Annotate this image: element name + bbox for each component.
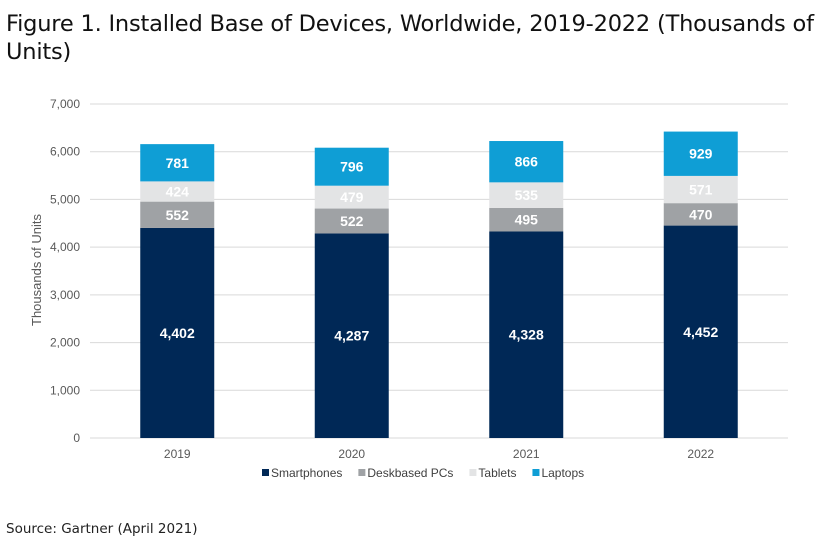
bar-segment <box>489 231 564 438</box>
data-label: 781 <box>166 155 190 171</box>
y-axis-title: Thousands of Units <box>29 214 44 327</box>
legend-swatch <box>469 469 477 476</box>
y-tick-label: 7,000 <box>50 97 80 111</box>
bar-segment <box>140 201 215 228</box>
bar-segment <box>489 182 564 208</box>
y-axis-ticks: 0 1,000 2,000 3,000 4,000 5,000 6,000 7,000 <box>50 97 80 445</box>
bar-segment <box>489 141 564 183</box>
bar-segment <box>314 185 389 209</box>
data-label: 424 <box>166 184 190 200</box>
bar-segment <box>140 144 215 182</box>
data-label: 796 <box>340 159 364 175</box>
bar-segment <box>663 131 738 176</box>
y-tick-label: 5,000 <box>50 192 80 206</box>
legend-label: Laptops <box>541 466 584 480</box>
legend-swatch <box>262 469 269 476</box>
bar-segment <box>314 147 389 186</box>
bar-segment <box>663 225 738 438</box>
data-label: 535 <box>515 187 539 203</box>
data-label: 4,287 <box>334 328 369 344</box>
bar-segment <box>314 233 389 438</box>
bar-segment <box>314 208 389 234</box>
stacked-bar-chart: 0 1,000 2,000 3,000 4,000 5,000 6,000 7,000 Tho… <box>29 97 788 480</box>
data-label: 470 <box>689 206 713 222</box>
y-tick-label: 0 <box>73 431 80 445</box>
x-tick-label: 2021 <box>513 447 540 461</box>
data-label: 571 <box>689 182 713 198</box>
y-tick-label: 6,000 <box>50 145 80 159</box>
bar-segment <box>140 227 215 438</box>
data-label: 866 <box>515 154 539 170</box>
bar-segment <box>140 181 215 202</box>
data-label: 479 <box>340 189 364 205</box>
legend-swatch <box>532 469 540 476</box>
data-label: 495 <box>515 212 539 228</box>
figure-title: Figure 1. Installed Base of Devices, Wor… <box>6 11 814 65</box>
y-tick-label: 3,000 <box>50 288 80 302</box>
data-label: 4,328 <box>509 327 544 343</box>
data-label: 4,402 <box>160 325 195 341</box>
x-axis-ticks: 2019 2020 2021 2022 <box>164 447 715 461</box>
x-tick-label: 2022 <box>687 447 714 461</box>
y-tick-label: 2,000 <box>50 336 80 350</box>
legend-label: Tablets <box>478 466 516 480</box>
y-tick-label: 1,000 <box>50 383 80 397</box>
bars: 4,402 552 424 781 4,287 522 479 796 4,328 495 535 8… <box>140 131 738 438</box>
legend-label: Smartphones <box>271 466 342 480</box>
source-note: Source: Gartner (April 2021) <box>6 521 198 537</box>
data-label: 522 <box>340 213 364 229</box>
data-label: 552 <box>166 207 190 223</box>
x-tick-label: 2019 <box>164 447 191 461</box>
y-tick-label: 4,000 <box>50 240 80 254</box>
data-label: 4,452 <box>683 324 718 340</box>
bar-segment <box>663 175 738 204</box>
data-label: 929 <box>689 146 713 162</box>
legend-label: Deskbased PCs <box>367 466 453 480</box>
x-tick-label: 2020 <box>338 447 365 461</box>
legend-swatch <box>358 469 366 476</box>
legend: Smartphones Deskbased PCs Tablets Laptops <box>262 466 584 480</box>
bar-segment <box>663 203 738 226</box>
bar-segment <box>489 207 564 232</box>
